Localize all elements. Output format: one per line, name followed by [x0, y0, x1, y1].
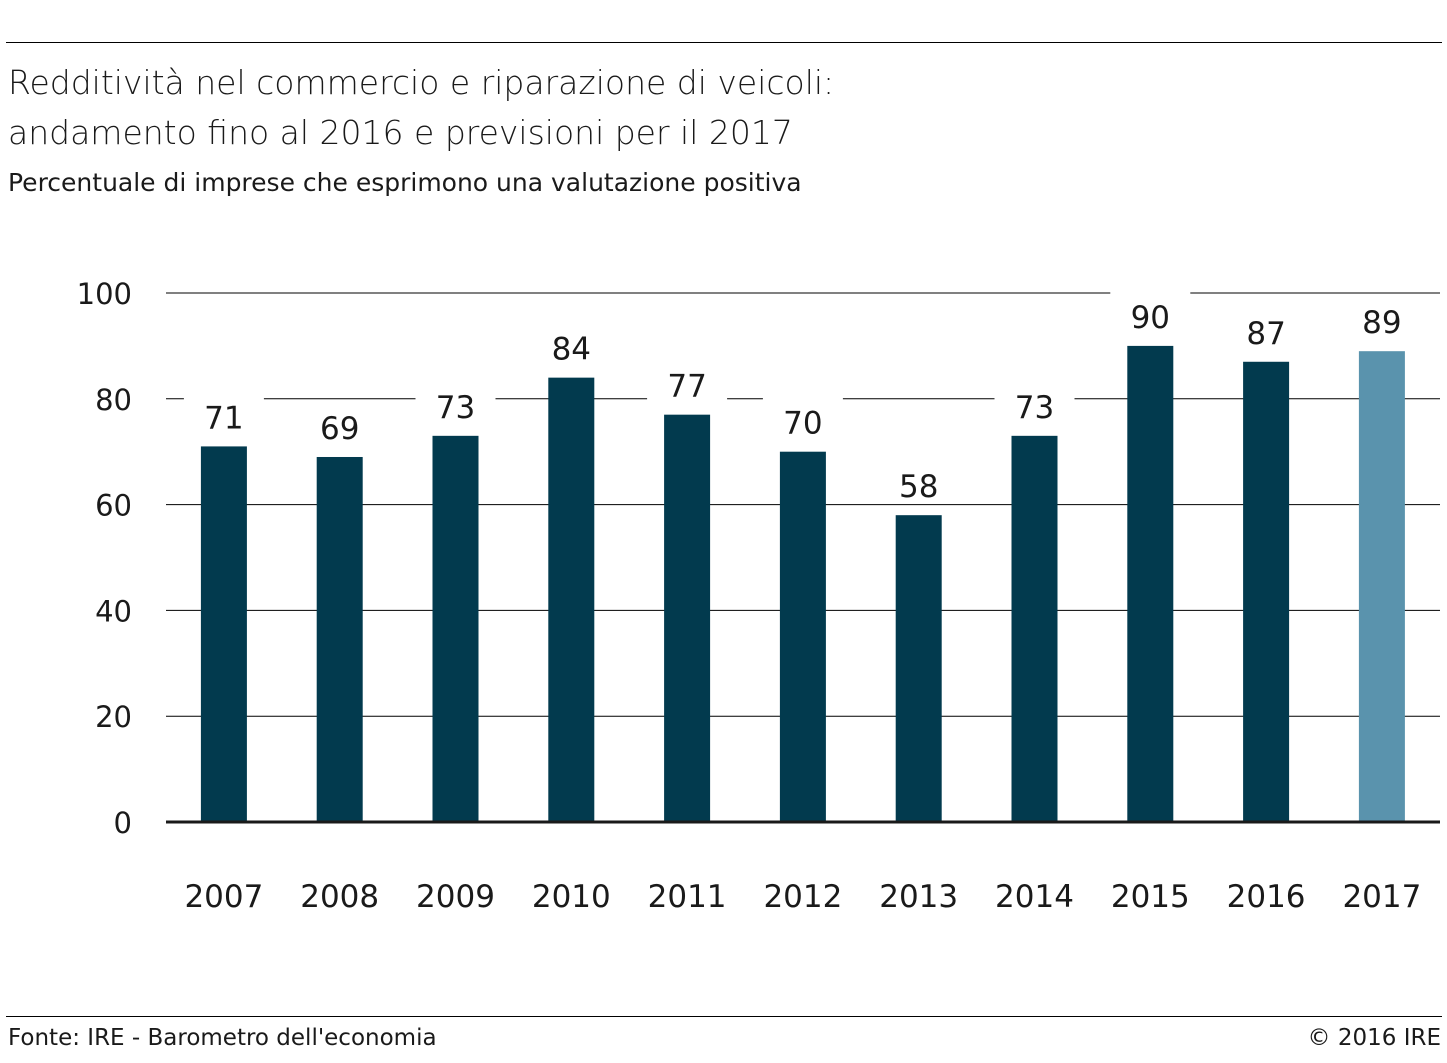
data-label-background [647, 360, 728, 403]
x-tick-label-2016: 2016 [1227, 879, 1306, 915]
data-label-background [994, 381, 1075, 424]
bar-2017 [1358, 351, 1405, 822]
data-label-background [531, 323, 612, 366]
chart-title-line-1: Redditività nel commercio e riparazione … [8, 63, 835, 102]
data-label-background [183, 392, 264, 435]
y-tick-label: 20 [95, 700, 132, 734]
bar-2014 [1011, 435, 1058, 822]
bar-2007 [200, 446, 247, 822]
x-tick-label-2014: 2014 [995, 879, 1074, 915]
x-tick-label-2011: 2011 [648, 879, 727, 915]
data-label-background [878, 461, 959, 504]
x-tick-label-2015: 2015 [1111, 879, 1190, 915]
bar-chart: 0 20 40 60 80 100 71 69 73 84 77 70 58 73 90 87 89 2007… [77, 277, 1440, 915]
data-label-2010: 84 [552, 332, 591, 368]
bar-2010 [548, 377, 595, 822]
data-label-2011: 77 [667, 369, 706, 405]
data-label-2009: 73 [436, 390, 475, 426]
copyright-note: © 2016 IRE [1307, 1025, 1441, 1051]
bars [200, 345, 1405, 822]
x-tick-label-2009: 2009 [416, 879, 495, 915]
bottom-rule [6, 1016, 1442, 1017]
data-labels: 71 69 73 84 77 70 58 73 90 87 89 [183, 291, 1422, 505]
x-tick-label-2012: 2012 [763, 879, 842, 915]
data-label-2008: 69 [320, 411, 359, 447]
x-tick-label-2007: 2007 [184, 879, 263, 915]
data-label-2016: 87 [1246, 316, 1285, 352]
y-tick-label: 60 [95, 489, 132, 523]
x-tick-label-2013: 2013 [879, 879, 958, 915]
data-label-2007: 71 [204, 400, 243, 436]
x-tick-label-2010: 2010 [532, 879, 611, 915]
chart-title-line-2: andamento fino al 2016 e previsioni per … [8, 113, 793, 152]
source-note: Fonte: IRE - Barometro dell'economia [8, 1025, 437, 1051]
y-tick-label: 80 [95, 383, 132, 417]
data-label-2012: 70 [783, 406, 822, 442]
y-axis-tick-labels: 0 20 40 60 80 100 [77, 277, 132, 840]
data-label-background [762, 397, 843, 440]
data-label-background [1110, 291, 1191, 334]
bar-2015 [1127, 345, 1174, 822]
bar-2013 [895, 515, 942, 822]
bar-2008 [316, 456, 363, 822]
y-tick-label: 0 [114, 806, 132, 840]
bar-2012 [779, 451, 826, 822]
chart-subtitle: Percentuale di imprese che esprimono una… [8, 168, 802, 197]
top-rule [6, 42, 1442, 43]
x-tick-label-2008: 2008 [300, 879, 379, 915]
x-axis-tick-labels: 2007 2008 2009 2010 2011 2012 2013 2014 2015 2016… [184, 879, 1421, 915]
y-tick-label: 100 [77, 277, 132, 311]
bar-2009 [432, 435, 479, 822]
data-label-background [1341, 297, 1422, 340]
data-label-2013: 58 [899, 469, 938, 505]
bar-2016 [1243, 361, 1290, 822]
data-label-2014: 73 [1015, 390, 1054, 426]
data-label-2017: 89 [1362, 305, 1401, 341]
data-label-2015: 90 [1131, 300, 1170, 336]
bar-2011 [664, 414, 711, 822]
x-tick-label-2017: 2017 [1342, 879, 1421, 915]
data-label-background [299, 402, 380, 445]
data-label-background [1226, 307, 1307, 350]
y-tick-label: 40 [95, 594, 132, 628]
data-label-background [415, 381, 496, 424]
